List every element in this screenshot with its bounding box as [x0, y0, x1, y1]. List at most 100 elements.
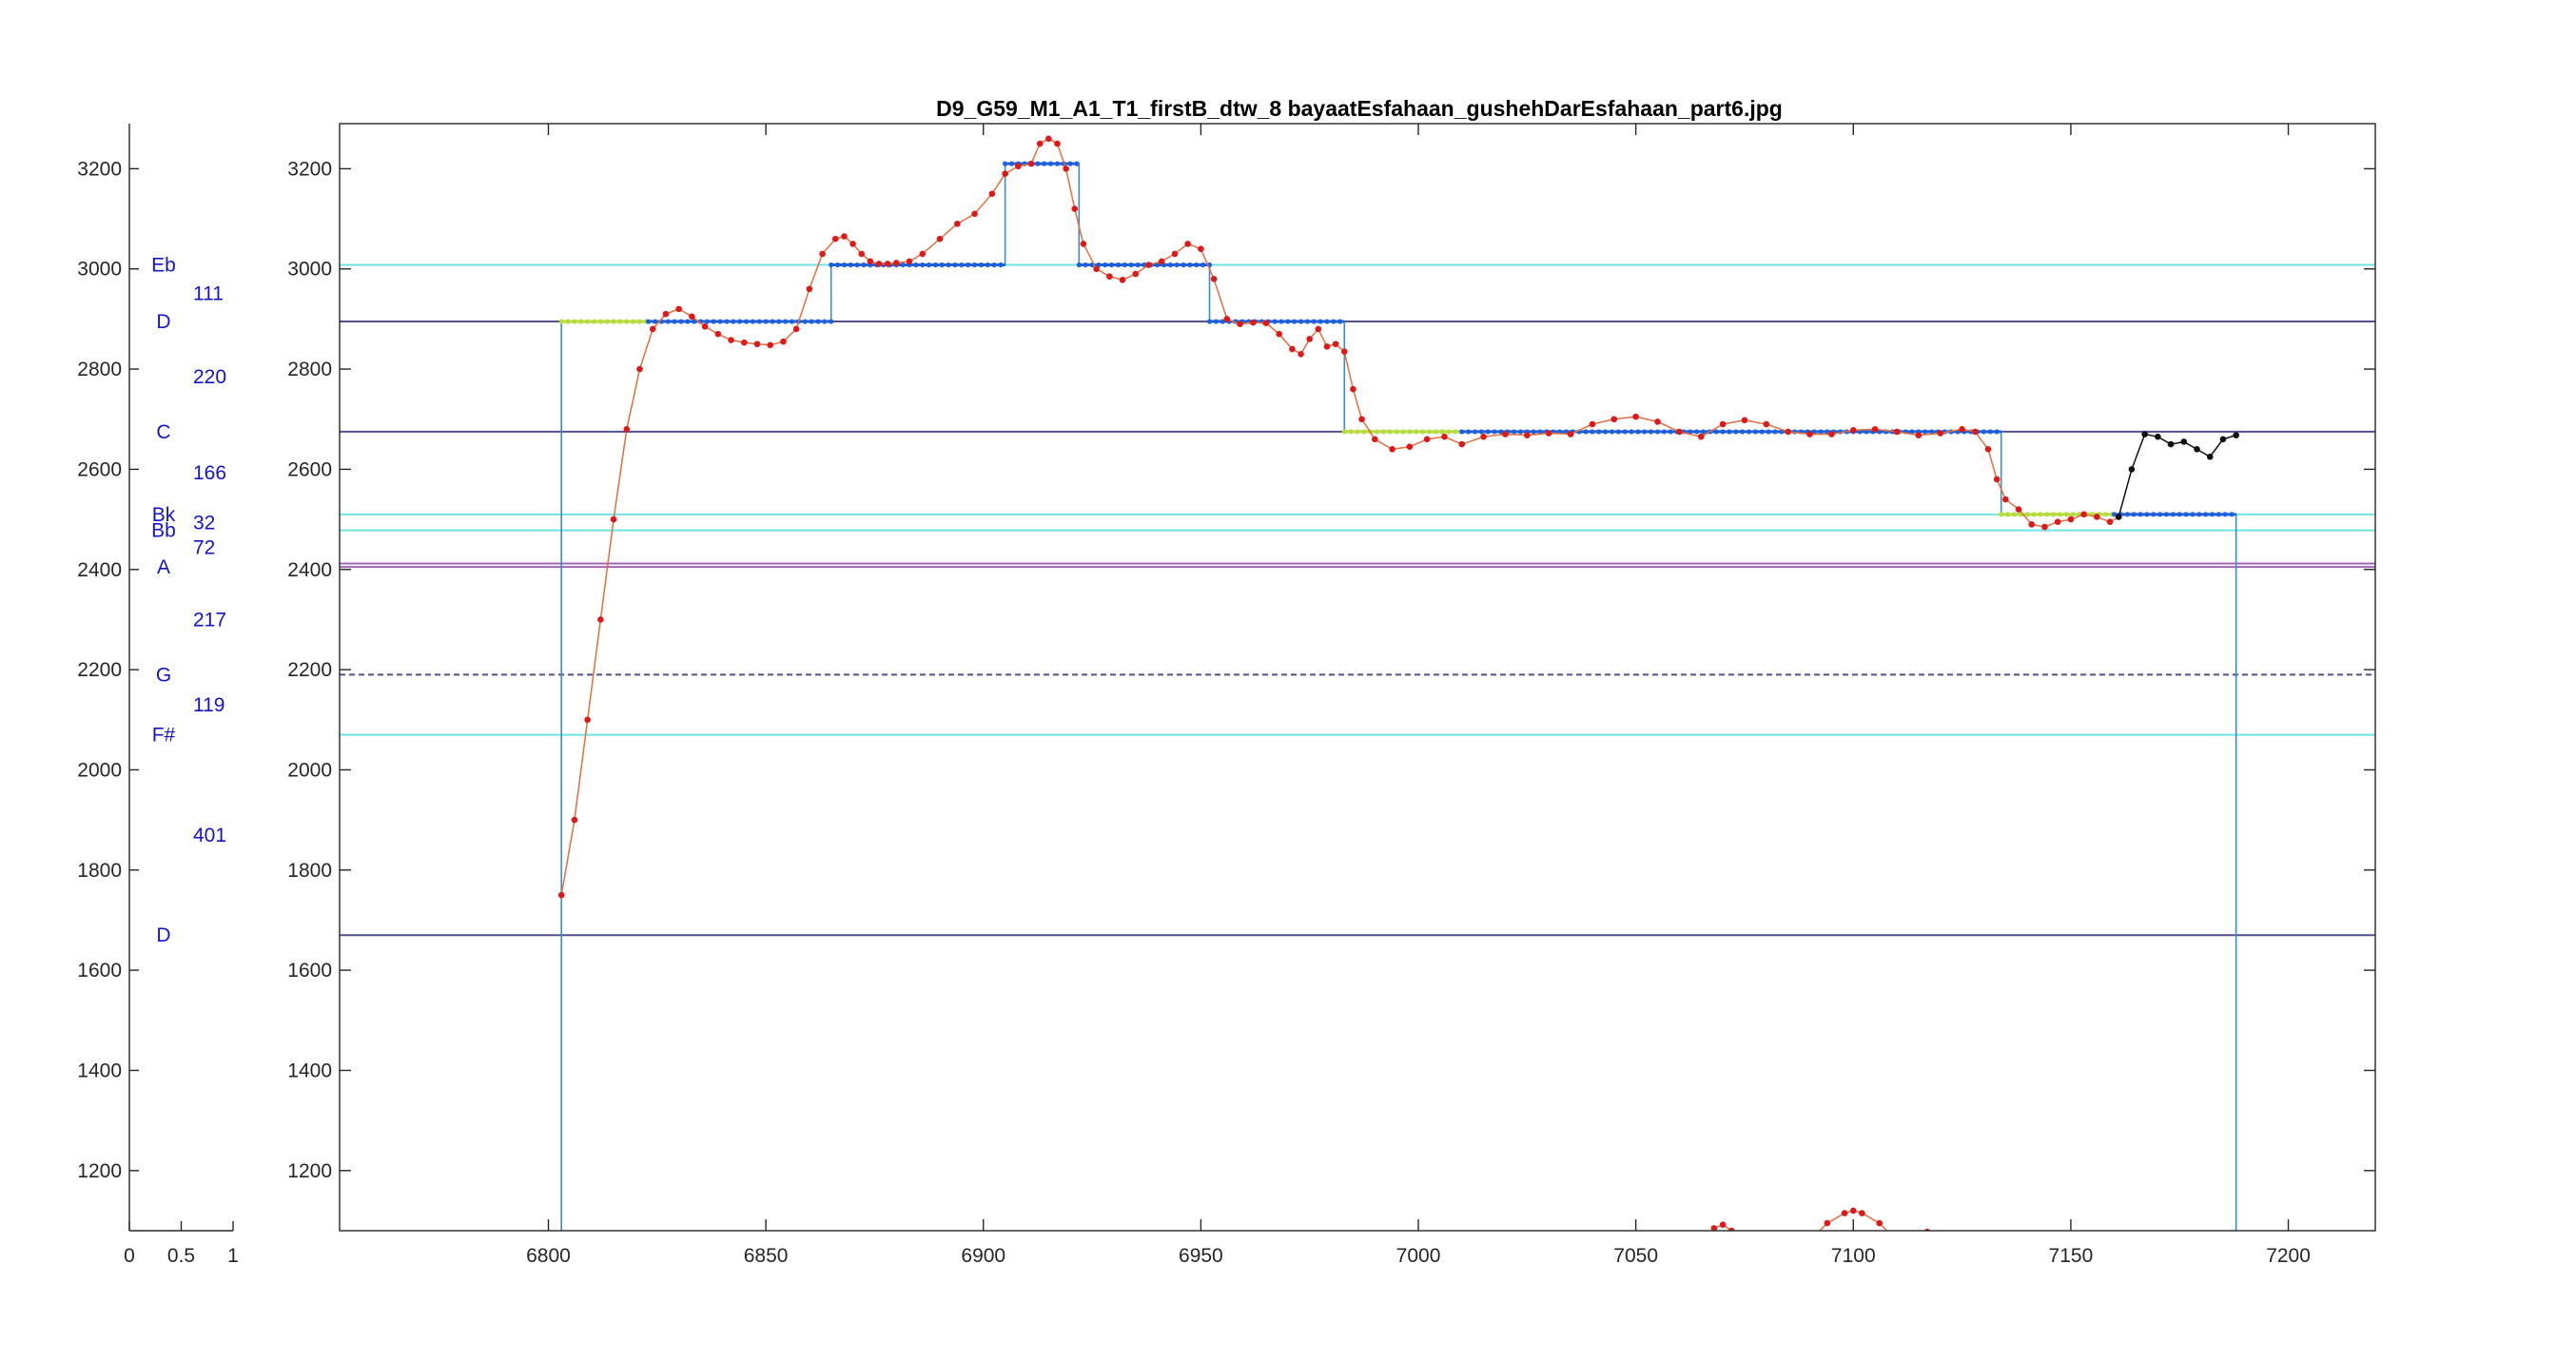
note-point: [2229, 512, 2234, 517]
note-name-label: D: [156, 924, 170, 946]
note-point: [678, 319, 684, 324]
note-point: [750, 319, 756, 324]
note-point: [1694, 429, 1700, 435]
note-scale-panel: 1200140016001800200022002400260028003000…: [77, 124, 239, 1267]
note-point: [624, 319, 630, 324]
pitch-contour-point: [1071, 205, 1079, 212]
interval-label: 32: [193, 512, 215, 534]
pitch-contour-point: [1262, 320, 1270, 326]
interval-label: 166: [193, 462, 226, 484]
note-point: [1355, 429, 1360, 435]
note-point: [1603, 429, 1609, 435]
contour-tail-point: [2206, 453, 2214, 460]
note-point: [2170, 512, 2176, 517]
note-point: [1713, 429, 1719, 435]
note-point: [597, 319, 603, 324]
note-point: [985, 262, 990, 268]
pitch-contour-point: [1119, 277, 1126, 283]
note-point: [1772, 429, 1778, 435]
pitch-contour-point: [740, 339, 748, 346]
pitch-contour-point: [2067, 515, 2075, 523]
pitch-contour-point: [1610, 416, 1618, 423]
note-point: [1700, 429, 1707, 435]
pitch-contour-point: [623, 425, 631, 433]
contour-tail-point: [2128, 466, 2136, 473]
note-point: [770, 319, 775, 324]
note-point: [1752, 429, 1758, 435]
note-point: [1181, 262, 1186, 268]
note-point: [1439, 429, 1445, 435]
y-tick-label: 1800: [287, 860, 332, 882]
note-point: [1485, 429, 1491, 435]
pitch-contour-point: [1871, 425, 1879, 433]
pitch-contour-point: [884, 261, 891, 267]
note-point: [724, 319, 730, 324]
note-point: [2063, 512, 2069, 517]
note-name-label: F#: [152, 725, 176, 747]
note-point: [1759, 429, 1765, 435]
pitch-contour-point: [1893, 428, 1901, 436]
note-point: [1337, 319, 1343, 324]
note-point: [841, 262, 848, 268]
pitch-contour-point: [1106, 273, 1113, 280]
side-y-tick-label: 2400: [77, 559, 122, 581]
y-tick-label: 2000: [287, 759, 332, 781]
note-point: [1563, 429, 1570, 435]
pitch-contour-point: [1741, 417, 1748, 424]
note-point: [861, 262, 867, 268]
pitch-contour-point: [988, 190, 996, 198]
note-name-label: C: [156, 421, 170, 443]
note-point: [2190, 512, 2195, 517]
pitch-contour-point: [1045, 135, 1052, 143]
note-point: [972, 262, 978, 268]
pitch-contour-point: [1719, 420, 1727, 428]
note-point: [1042, 161, 1047, 166]
note-point: [1654, 429, 1661, 435]
note-point: [1374, 429, 1380, 435]
pitch-contour-point: [2094, 514, 2100, 520]
note-point: [1394, 429, 1399, 435]
pitch-contour-point: [1063, 165, 1069, 172]
note-point: [776, 319, 782, 324]
note-point: [646, 319, 652, 324]
note-name-label: Bk: [152, 504, 176, 526]
note-point: [2005, 512, 2011, 517]
pitch-contour-point: [1371, 436, 1378, 443]
low-contour-point: [1806, 1237, 1813, 1244]
pitch-contour-point: [1849, 427, 1857, 434]
note-point: [1994, 429, 2000, 435]
pitch-contour-point: [1567, 431, 1574, 437]
note-point: [1426, 429, 1433, 435]
pitch-contour-point: [971, 210, 978, 218]
pitch-contour-point: [1210, 275, 1218, 282]
pitch-contour-point: [1027, 160, 1035, 167]
note-point: [2157, 512, 2163, 517]
y-tick-label: 1200: [287, 1160, 332, 1182]
low-contour-point: [1841, 1210, 1848, 1216]
pitch-contour-point: [1093, 265, 1100, 273]
pitch-contour-point: [819, 250, 826, 258]
note-point: [1446, 429, 1452, 435]
pitch-contour-point: [1015, 163, 1022, 170]
note-point: [1609, 429, 1615, 435]
note-point: [1635, 429, 1641, 435]
note-point: [1688, 429, 1693, 435]
contour-tail-point: [2115, 514, 2122, 520]
note-point: [1720, 429, 1726, 435]
pitch-contour-point: [753, 340, 761, 348]
note-point: [1115, 262, 1122, 268]
pitch-contour-point: [1198, 245, 1204, 252]
note-point: [952, 262, 958, 268]
note-point: [1200, 262, 1206, 268]
side-y-tick-label: 2600: [77, 458, 122, 480]
pitch-contour-point: [875, 261, 883, 267]
note-point: [920, 262, 926, 268]
pitch-contour-point: [610, 515, 617, 523]
low-contour-point: [1710, 1225, 1718, 1231]
note-point: [1531, 429, 1536, 435]
note-point: [1278, 319, 1284, 324]
pitch-contour-point: [831, 235, 839, 243]
note-point: [1155, 262, 1161, 268]
note-point: [2102, 512, 2109, 517]
